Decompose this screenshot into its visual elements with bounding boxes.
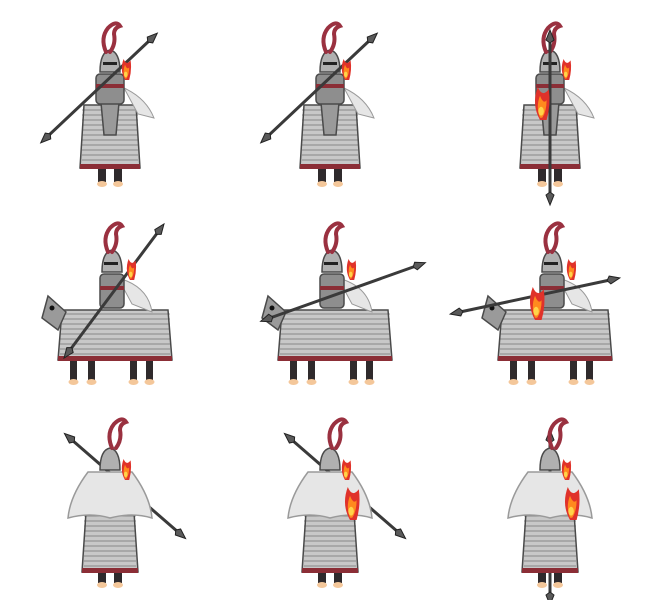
hoof bbox=[348, 379, 359, 385]
hoof-left bbox=[317, 181, 327, 187]
helmet bbox=[539, 447, 561, 471]
horse-head bbox=[41, 294, 67, 332]
spear bbox=[63, 222, 165, 360]
helmet bbox=[99, 447, 121, 471]
sprite-frame-front bbox=[220, 0, 440, 200]
sprite-frame-front bbox=[0, 0, 220, 200]
cape bbox=[557, 277, 593, 313]
cape bbox=[287, 471, 373, 520]
hoof bbox=[584, 379, 595, 385]
sprite-frame-back bbox=[0, 400, 220, 600]
hoof-left bbox=[317, 582, 327, 588]
knight-sprite bbox=[63, 417, 187, 588]
hoof bbox=[288, 379, 299, 385]
hoof bbox=[144, 379, 155, 385]
sprite-frame-front bbox=[440, 0, 660, 207]
knight-sprite bbox=[259, 221, 427, 385]
hoof-right bbox=[333, 181, 343, 187]
knight-sprite bbox=[39, 21, 159, 187]
cape bbox=[562, 86, 595, 119]
horse-barding bbox=[57, 309, 173, 361]
horse-barding bbox=[277, 309, 393, 361]
flame-wisp bbox=[346, 259, 357, 280]
spear bbox=[39, 32, 159, 144]
hoof-right bbox=[553, 582, 563, 588]
sprite-frame-back bbox=[220, 400, 440, 600]
hoof-right bbox=[113, 582, 123, 588]
cape bbox=[67, 471, 153, 520]
hoof-left bbox=[97, 181, 107, 187]
spear bbox=[545, 28, 555, 207]
helmet bbox=[319, 447, 341, 471]
cape bbox=[122, 86, 155, 119]
hoof-right bbox=[553, 181, 563, 187]
hoof bbox=[86, 379, 97, 385]
flame-wisp bbox=[121, 459, 132, 480]
sprite-frame-side bbox=[220, 200, 440, 400]
flame-wisp bbox=[126, 259, 137, 280]
cape bbox=[117, 277, 153, 313]
hoof bbox=[128, 379, 139, 385]
fire-effect bbox=[529, 287, 545, 320]
flame-wisp bbox=[566, 259, 577, 280]
flame-wisp bbox=[561, 459, 572, 480]
cape bbox=[342, 86, 375, 119]
hoof bbox=[364, 379, 375, 385]
hoof-left bbox=[97, 582, 107, 588]
fire-effect bbox=[564, 487, 580, 520]
sprite-frame-back bbox=[440, 400, 660, 600]
horse-barding bbox=[497, 309, 613, 361]
hoof-right bbox=[333, 582, 343, 588]
spear bbox=[259, 32, 379, 144]
knight-sprite bbox=[283, 417, 407, 588]
sprite-frame-side bbox=[0, 200, 220, 400]
hoof bbox=[306, 379, 317, 385]
flame-wisp bbox=[341, 459, 352, 480]
flame-wisp bbox=[561, 59, 572, 80]
knight-sprite bbox=[519, 21, 595, 207]
hoof-left bbox=[537, 181, 547, 187]
rider-torso bbox=[319, 273, 345, 309]
hoof bbox=[68, 379, 79, 385]
hoof-right bbox=[113, 181, 123, 187]
flame-wisp bbox=[341, 59, 352, 80]
hoof bbox=[568, 379, 579, 385]
cape bbox=[507, 471, 593, 520]
hoof bbox=[508, 379, 519, 385]
hoof bbox=[526, 379, 537, 385]
knight-sprite bbox=[259, 21, 379, 187]
knight-sprite bbox=[448, 221, 622, 385]
fire-effect bbox=[534, 87, 550, 120]
sprite-frame-side bbox=[440, 200, 660, 400]
hoof-left bbox=[537, 582, 547, 588]
cape bbox=[337, 277, 373, 313]
knight-sprite bbox=[507, 417, 593, 600]
spear bbox=[259, 261, 427, 323]
knight-sprite bbox=[41, 221, 173, 385]
fire-effect bbox=[344, 487, 360, 520]
flame-wisp bbox=[121, 59, 132, 80]
